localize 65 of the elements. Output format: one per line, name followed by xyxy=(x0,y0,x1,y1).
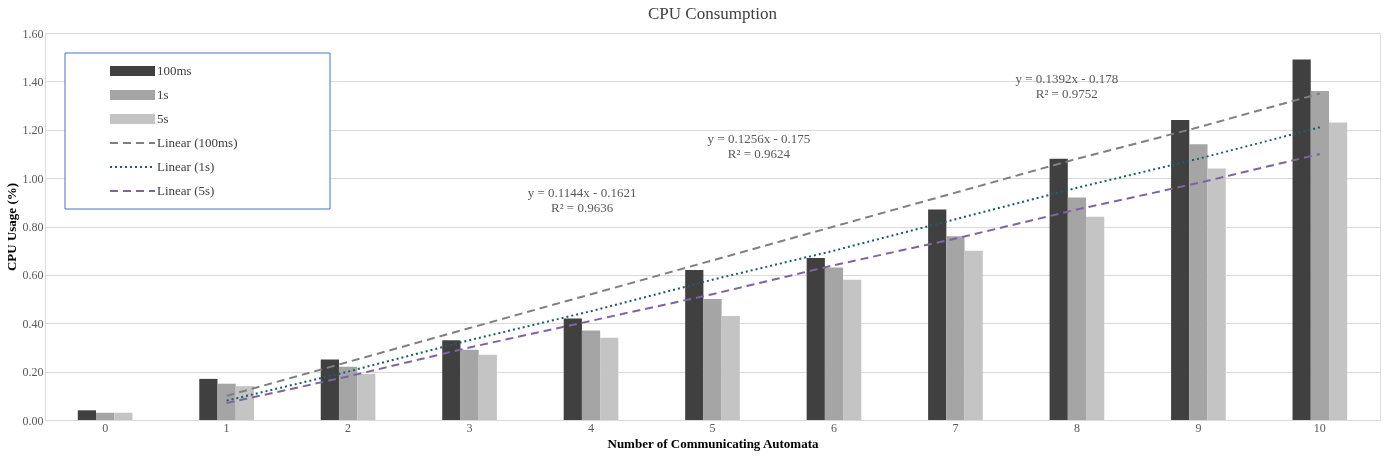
y-tick-label: 0.80 xyxy=(22,220,44,234)
bar xyxy=(928,209,947,420)
y-tick-label: 1.00 xyxy=(22,171,44,186)
bar xyxy=(1310,91,1329,420)
y-axis-title: CPU Usage (%) xyxy=(3,182,19,272)
x-tick-label: 6 xyxy=(830,420,837,435)
bar xyxy=(843,279,862,420)
bar xyxy=(1292,59,1311,420)
bar xyxy=(235,386,254,420)
x-tick-label: 0 xyxy=(102,420,109,435)
x-axis-title: Number of Communicating Automata xyxy=(607,435,819,451)
bar xyxy=(460,349,479,420)
bar xyxy=(806,257,825,420)
x-tick-label: 7 xyxy=(952,420,959,435)
legend-label: Linear (1s) xyxy=(157,159,215,174)
bar xyxy=(217,383,236,420)
y-tick-label: 1.20 xyxy=(22,123,44,138)
bar xyxy=(581,330,601,420)
bar xyxy=(357,374,376,420)
x-tick-label: 10 xyxy=(1313,420,1326,435)
annotation: y = 0.1256x - 0.175 R² = 0.9624 xyxy=(707,131,811,162)
bar xyxy=(600,337,619,420)
bar xyxy=(199,378,218,420)
x-tick-label: 4 xyxy=(588,420,595,435)
bar xyxy=(703,299,722,420)
legend-label: 100ms xyxy=(157,63,192,78)
bar xyxy=(964,250,983,420)
bar xyxy=(96,412,115,420)
x-tick-label: 3 xyxy=(466,420,473,435)
legend-label: Linear (5s) xyxy=(157,183,215,198)
x-tick-label: 8 xyxy=(1073,420,1080,435)
y-tick-label: 0.40 xyxy=(22,316,44,331)
x-tick-label: 5 xyxy=(709,420,716,435)
y-tick-label: 1.40 xyxy=(22,74,44,89)
bar xyxy=(1086,216,1105,420)
bar xyxy=(563,318,582,420)
bar xyxy=(1328,122,1348,420)
legend-label: Linear (100ms) xyxy=(157,135,238,150)
bar xyxy=(1049,158,1068,420)
y-tick-label: 1.60 xyxy=(22,26,44,41)
x-tick-label: 9 xyxy=(1195,420,1202,435)
y-tick-label: 0.00 xyxy=(22,413,44,428)
bar xyxy=(721,315,740,420)
legend-label: 1s xyxy=(157,87,169,102)
bar xyxy=(114,412,133,420)
bar xyxy=(478,354,497,420)
y-tick-label: 0.20 xyxy=(22,365,44,380)
bar xyxy=(338,366,358,420)
y-tick-label: 0.60 xyxy=(22,268,44,283)
bar xyxy=(442,340,461,420)
x-tick-label: 2 xyxy=(345,420,352,435)
bar xyxy=(1207,168,1226,420)
chart-title: CPU Consumption xyxy=(648,4,778,23)
annotation: y = 0.1144x - 0.1621 R² = 0.9636 xyxy=(527,184,637,215)
bar xyxy=(1067,197,1087,420)
annotation: y = 0.1392x - 0.178 R² = 0.9752 xyxy=(1015,70,1119,101)
bar xyxy=(685,270,704,420)
bar xyxy=(824,267,844,420)
bar xyxy=(77,410,97,420)
bar xyxy=(1171,120,1190,420)
bar xyxy=(320,359,339,420)
bar xyxy=(1189,144,1208,420)
x-tick-label: 1 xyxy=(223,420,230,435)
bar xyxy=(946,236,965,420)
legend-label: 5s xyxy=(157,111,169,126)
